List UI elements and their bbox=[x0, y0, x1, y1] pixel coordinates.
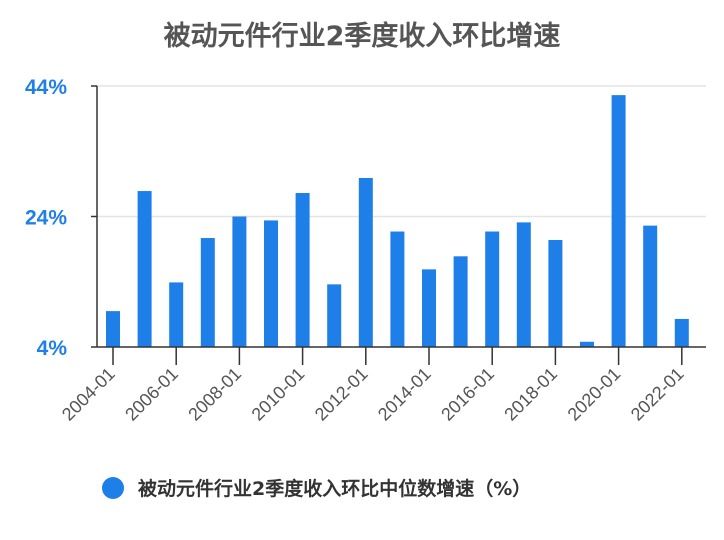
bar[interactable] bbox=[611, 95, 626, 347]
bar[interactable] bbox=[264, 220, 278, 347]
bar[interactable] bbox=[422, 269, 436, 347]
legend[interactable]: 被动元件行业2季度收入环比中位数增速（%） bbox=[102, 474, 531, 501]
y-tick-labels: 4% 24% 44% bbox=[25, 76, 67, 360]
bar[interactable] bbox=[327, 284, 342, 347]
chart-title: 被动元件行业2季度收入环比增速 bbox=[163, 21, 561, 52]
axes bbox=[91, 85, 706, 365]
legend-label: 被动元件行业2季度收入环比中位数增速（%） bbox=[138, 478, 532, 500]
bar[interactable] bbox=[358, 178, 373, 347]
bar[interactable] bbox=[453, 256, 468, 347]
x-tick-label: 2004-01 bbox=[58, 364, 119, 425]
bar[interactable] bbox=[295, 193, 310, 347]
x-tick-label: 2006-01 bbox=[121, 364, 182, 425]
bar[interactable] bbox=[390, 231, 405, 347]
bar[interactable] bbox=[580, 341, 594, 347]
grid-lines bbox=[97, 85, 706, 218]
x-tick-label: 2010-01 bbox=[248, 364, 309, 425]
x-tick-label: 2022-01 bbox=[627, 364, 688, 425]
x-tick-label: 2008-01 bbox=[184, 364, 245, 425]
y-tick-label: 4% bbox=[37, 337, 68, 360]
x-tick-labels: 2004-01 2006-01 2008-01 2010-01 2012-01 2014-… bbox=[58, 364, 688, 425]
y-tick-label: 24% bbox=[25, 207, 67, 230]
x-tick-label: 2018-01 bbox=[500, 364, 561, 425]
bar[interactable] bbox=[643, 225, 658, 347]
bar[interactable] bbox=[232, 216, 247, 348]
bars bbox=[106, 95, 689, 347]
y-tick-label: 44% bbox=[25, 76, 67, 99]
bar[interactable] bbox=[516, 222, 531, 347]
x-tick-label: 2012-01 bbox=[311, 364, 372, 425]
bar[interactable] bbox=[548, 239, 563, 347]
legend-swatch bbox=[102, 476, 124, 499]
bar[interactable] bbox=[674, 318, 689, 347]
x-tick-label: 2020-01 bbox=[564, 364, 625, 425]
bar[interactable] bbox=[106, 311, 120, 347]
x-tick-label: 2014-01 bbox=[374, 364, 435, 425]
bar[interactable] bbox=[200, 238, 215, 347]
bar[interactable] bbox=[485, 231, 500, 347]
bar[interactable] bbox=[137, 191, 152, 347]
x-tick-label: 2016-01 bbox=[437, 364, 498, 425]
bar[interactable] bbox=[169, 282, 184, 347]
